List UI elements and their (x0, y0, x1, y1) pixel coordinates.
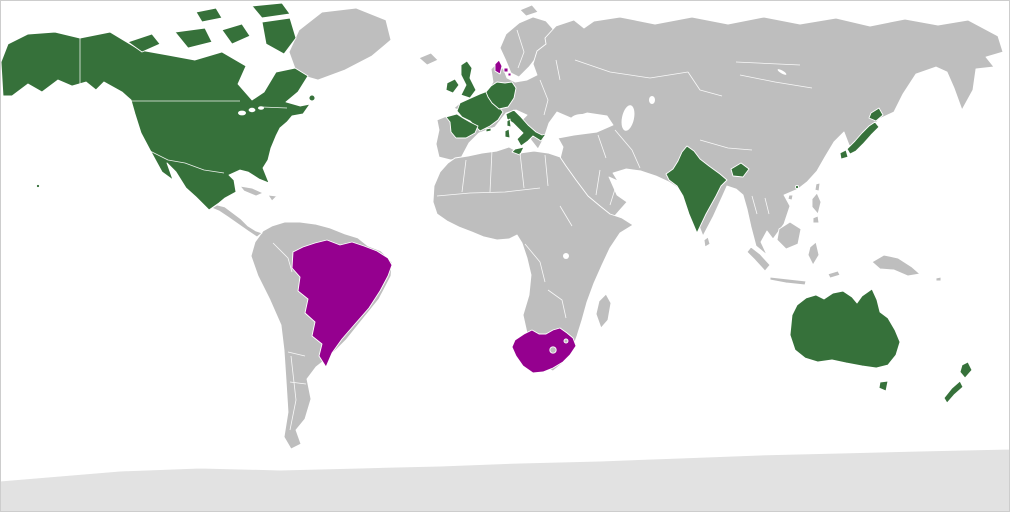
region-united-kingdom (460, 60, 477, 99)
region-hainan (787, 194, 794, 201)
region-japan-kyushu (839, 149, 849, 160)
region-newfoundland (308, 94, 316, 102)
border-russia-kazakh-line (574, 59, 689, 79)
region-baffin-island (261, 17, 297, 55)
region-cuba (239, 185, 264, 197)
region-iceland (418, 52, 439, 66)
region-japan-honshu (846, 121, 880, 155)
region-south-africa (511, 327, 577, 374)
region-central-america (211, 204, 263, 238)
region-tasmania (878, 380, 889, 392)
region-japan-hokkaido (868, 107, 884, 122)
region-new-guinea (871, 254, 921, 277)
border-arabia-line (595, 169, 617, 206)
region-sumatra (746, 246, 771, 272)
region-ellesmere-island (251, 2, 291, 19)
region-ireland (445, 78, 460, 94)
region-arctic-island-2 (174, 27, 213, 49)
region-denmark-isles (503, 67, 509, 73)
border-central-africa-line (471, 205, 573, 319)
region-timor (827, 270, 841, 279)
region-denmark-bornholm (507, 72, 512, 77)
region-corsica (506, 118, 512, 128)
region-eswatini-hole (563, 338, 569, 344)
border-mongolia-line (735, 61, 813, 89)
region-spain (445, 113, 479, 139)
region-hispaniola (267, 194, 278, 202)
border-tibet-line (699, 139, 753, 151)
region-lesotho-hole (549, 346, 557, 354)
border-iran-line (597, 129, 641, 169)
region-sri-lanka (703, 236, 711, 248)
region-balearics (485, 127, 492, 133)
region-antarctica (0, 448, 1010, 512)
region-germany-benelux (485, 81, 517, 110)
region-new-zealand-south (943, 380, 964, 404)
region-mindanao (812, 215, 820, 224)
border-sahara-line (436, 149, 549, 197)
region-india-northeast (730, 162, 750, 178)
region-arctic-island-4 (195, 7, 223, 23)
region-hong-kong (794, 184, 800, 190)
great-lake-superior (238, 110, 246, 116)
border-indochina-line (751, 195, 770, 215)
region-arctic-island-1 (127, 33, 161, 53)
region-java (769, 276, 807, 286)
caspian-sea (621, 105, 635, 131)
border-kazakh-china-line (687, 71, 723, 97)
lake-victoria (563, 253, 569, 259)
region-new-zealand-north (959, 361, 973, 379)
region-madagascar (595, 293, 612, 329)
border-us-mexico-line (149, 150, 225, 174)
region-sardinia (504, 128, 511, 139)
region-north-america (0, 31, 311, 211)
region-italy (505, 109, 547, 147)
region-arctic-island-3 (221, 23, 251, 45)
black-sea (571, 114, 593, 124)
border-us-canada-line (130, 100, 288, 109)
region-borneo (776, 221, 802, 250)
great-lake-huron (248, 107, 256, 113)
region-svalbard (519, 4, 539, 17)
border-east-europe-line (539, 59, 561, 116)
border-scandinavia-line (516, 29, 525, 69)
region-philippines (811, 192, 822, 215)
region-australia (789, 288, 901, 369)
border-south-america-line (272, 242, 307, 431)
region-solomons (935, 276, 942, 282)
region-sulawesi (807, 241, 820, 266)
region-taiwan (814, 182, 821, 192)
region-india (665, 145, 728, 234)
region-denmark (494, 59, 503, 75)
region-hawaii (35, 183, 41, 189)
aral-sea (649, 96, 655, 104)
lake-baikal (777, 69, 787, 75)
region-brazil (291, 239, 393, 368)
